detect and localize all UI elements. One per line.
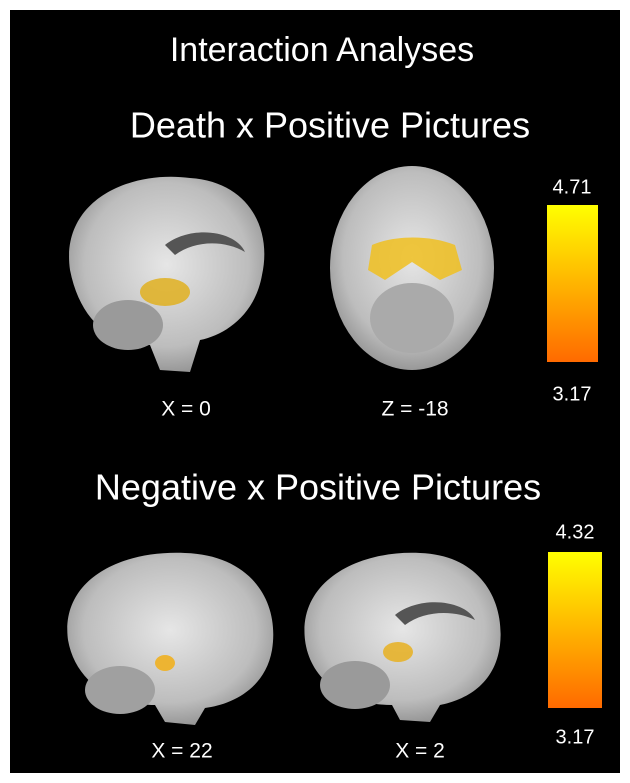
slice-label: X = 22: [151, 740, 212, 763]
colorbar-max: 4.71: [553, 176, 592, 198]
slice-label: Z = -18: [381, 398, 448, 421]
colorbar: [547, 205, 598, 362]
panel-title: Negative x Positive Pictures: [95, 467, 541, 508]
colorbar-min: 3.17: [556, 726, 595, 748]
slice-label: X = 0: [161, 398, 211, 421]
colorbar-max: 4.32: [556, 521, 595, 543]
panel-title: Death x Positive Pictures: [130, 105, 530, 146]
slice-label: X = 2: [395, 740, 445, 763]
figure-title: Interaction Analyses: [170, 31, 474, 69]
colorbar: [548, 552, 602, 708]
brain-axial: [330, 166, 494, 370]
colorbar-min: 3.17: [553, 383, 592, 405]
figure: Interaction Analyses Death x Positive Pi…: [0, 0, 630, 783]
